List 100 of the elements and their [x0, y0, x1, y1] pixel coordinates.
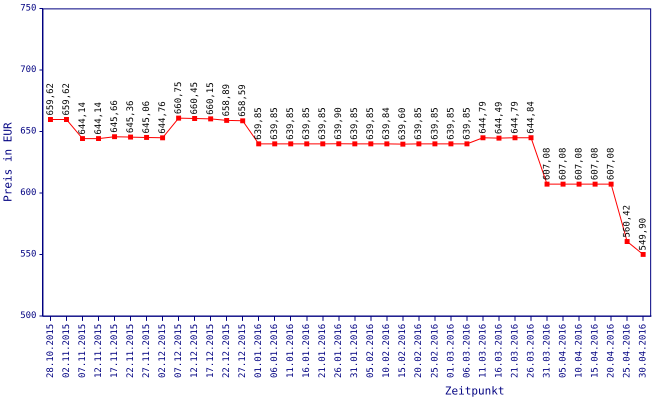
x-axis-title: Zeitpunkt — [444, 384, 504, 398]
x-tick-label: 15.02.2016 — [398, 324, 408, 378]
point — [288, 141, 294, 146]
point — [368, 141, 374, 146]
point — [128, 134, 134, 140]
x-tick-label: 10.02.2016 — [382, 324, 392, 378]
x-tick-label: 15.04.2016 — [590, 324, 600, 378]
y-tick-label: 750 — [20, 4, 36, 14]
data-label: 639,84 — [382, 107, 392, 140]
x-tick-label: 28.10.2015 — [46, 324, 56, 378]
point — [304, 141, 310, 146]
point — [80, 136, 85, 142]
point — [336, 141, 342, 146]
point — [272, 141, 278, 146]
point — [48, 117, 53, 122]
data-label: 639,85 — [366, 107, 376, 140]
data-label: 644,14 — [94, 102, 104, 135]
x-tick-label: 10.04.2016 — [574, 324, 584, 378]
data-label: 639,85 — [254, 107, 264, 140]
point — [112, 134, 118, 140]
x-tick-label: 02.11.2015 — [62, 324, 72, 378]
point — [240, 118, 246, 124]
data-label: 639,85 — [286, 107, 296, 140]
data-label: 659,62 — [46, 83, 56, 116]
data-label: 549,90 — [638, 218, 648, 250]
data-label: 639,85 — [446, 107, 456, 140]
point — [64, 117, 69, 122]
x-tick-label: 12.11.2015 — [94, 324, 104, 378]
data-label: 644,76 — [158, 101, 168, 134]
data-label: 644,14 — [78, 102, 88, 135]
x-tick-label: 05.04.2016 — [558, 324, 568, 378]
x-tick-label: 26.01.2016 — [334, 324, 344, 378]
x-tick-label: 22.12.2015 — [222, 324, 232, 378]
point — [560, 182, 566, 187]
x-tick-label: 31.01.2016 — [350, 324, 360, 378]
point — [576, 182, 582, 187]
point — [320, 141, 326, 146]
x-tick-label: 25.02.2016 — [430, 324, 440, 378]
data-label: 607,08 — [542, 148, 552, 180]
x-tick-label: 05.02.2016 — [366, 324, 376, 378]
point — [192, 116, 198, 121]
point — [400, 142, 406, 147]
y-tick-label: 550 — [20, 250, 36, 260]
point — [480, 135, 486, 140]
data-label: 607,08 — [590, 148, 600, 180]
x-tick-label: 21.01.2016 — [318, 324, 328, 378]
data-label: 659,62 — [62, 83, 72, 116]
x-tick-label: 26.03.2016 — [526, 324, 536, 378]
point — [256, 141, 262, 146]
point — [512, 135, 518, 140]
point — [624, 239, 630, 244]
x-tick-label: 25.04.2016 — [622, 324, 632, 378]
data-label: 560,42 — [622, 205, 632, 238]
x-tick-label: 21.03.2016 — [510, 324, 520, 378]
data-label: 645,66 — [110, 100, 120, 133]
x-tick-label: 16.01.2016 — [302, 324, 312, 378]
data-label: 639,60 — [398, 108, 408, 140]
data-label: 645,36 — [126, 100, 136, 134]
x-tick-label: 12.12.2015 — [190, 324, 200, 378]
point — [96, 136, 101, 142]
point — [432, 141, 438, 146]
data-label: 607,08 — [574, 148, 584, 180]
y-axis-title: Preis in EUR — [1, 122, 14, 202]
point — [544, 182, 550, 187]
x-tick-label: 16.03.2016 — [494, 324, 504, 378]
data-label: 660,75 — [174, 82, 184, 114]
data-label: 639,85 — [318, 107, 328, 140]
data-label: 644,79 — [478, 101, 488, 134]
point — [464, 141, 470, 146]
x-tick-label: 20.04.2016 — [606, 324, 616, 378]
x-tick-label: 22.11.2015 — [126, 324, 136, 378]
point — [144, 134, 150, 140]
data-label: 639,85 — [414, 107, 424, 140]
x-tick-label: 06.01.2016 — [270, 324, 280, 378]
x-tick-label: 11.01.2016 — [286, 324, 296, 378]
point — [208, 116, 214, 122]
data-label: 660,45 — [190, 82, 200, 115]
data-label: 644,49 — [494, 102, 504, 134]
point — [640, 252, 646, 257]
data-label: 660,15 — [206, 82, 216, 115]
x-tick-label: 27.12.2015 — [238, 324, 248, 378]
point — [496, 136, 502, 141]
data-label: 644,84 — [526, 101, 536, 134]
point — [352, 141, 358, 146]
y-tick-label: 600 — [20, 188, 36, 198]
point — [448, 141, 454, 146]
data-label: 658,59 — [238, 84, 248, 117]
point — [160, 135, 166, 140]
data-label: 639,85 — [302, 107, 312, 140]
x-tick-label: 17.12.2015 — [206, 324, 216, 378]
data-label: 639,85 — [430, 107, 440, 140]
data-label: 639,85 — [350, 107, 360, 140]
x-tick-label: 11.03.2016 — [478, 324, 488, 378]
data-label: 639,85 — [462, 107, 472, 140]
y-tick-label: 650 — [20, 126, 36, 137]
x-tick-label: 01.03.2016 — [446, 324, 456, 378]
x-tick-label: 27.11.2015 — [142, 324, 152, 378]
x-tick-label: 30.04.2016 — [638, 324, 648, 378]
x-tick-label: 20.02.2016 — [414, 324, 424, 378]
point — [224, 118, 230, 123]
